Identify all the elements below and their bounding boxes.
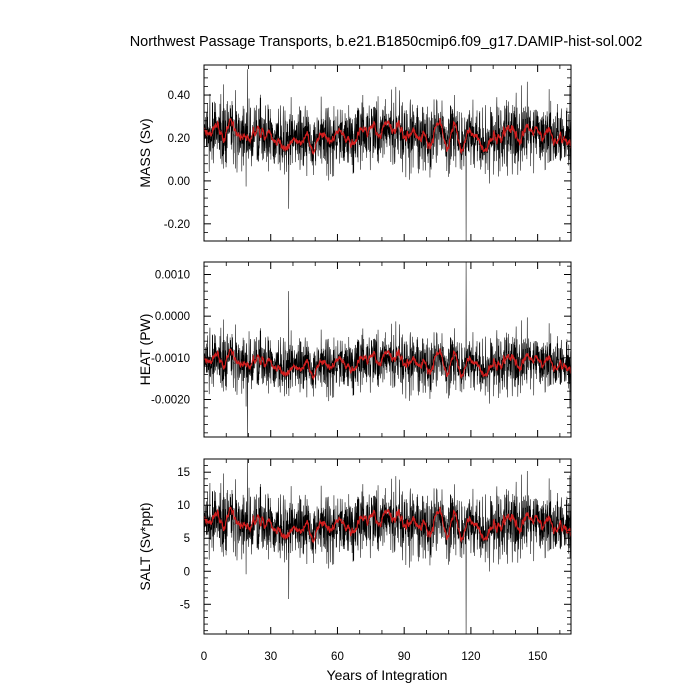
x-tick-label: 30 <box>264 651 277 663</box>
panel-frame <box>203 458 572 635</box>
y-tick-label: -0.0020 <box>151 395 190 407</box>
x-tick-labels: 0 30 60 90 120 150 <box>201 651 547 663</box>
monthly-series-line <box>204 459 571 634</box>
panels-group: -0.20 0.00 0.20 0.40 MASS (Sv) -0.0020 -0.0010… <box>137 64 572 635</box>
y-tick-label: -5 <box>180 599 190 611</box>
x-tick-label: 90 <box>398 651 411 663</box>
x-tick-label: 150 <box>528 651 547 663</box>
y-tick-label: 0.40 <box>168 90 190 102</box>
y-axis-label: MASS (Sv) <box>137 118 153 187</box>
smoothed-series-line <box>204 506 571 544</box>
panel-3: -5 0 5 10 15 SALT (Sv*ppt) <box>137 458 572 635</box>
panel-2: -0.0020 -0.0010 0.0000 0.0010 HEAT (PW) <box>137 261 572 438</box>
panel-1: -0.20 0.00 0.20 0.40 MASS (Sv) <box>137 64 572 242</box>
x-tick-label: 0 <box>201 651 207 663</box>
monthly-series-line <box>204 69 571 241</box>
x-tick-label: 60 <box>331 651 344 663</box>
y-tick-label: 0.00 <box>168 176 190 188</box>
x-axis-label: Years of Integration <box>327 667 448 683</box>
y-axis-label: HEAT (PW) <box>137 314 153 386</box>
y-tick-label: -0.0010 <box>151 353 190 365</box>
y-tick-label: 10 <box>177 500 190 512</box>
y-tick-label: 0.20 <box>168 133 190 145</box>
y-tick-label: 15 <box>177 467 190 479</box>
monthly-series-line <box>204 262 571 437</box>
y-tick-label: -0.20 <box>164 219 190 231</box>
y-tick-label: 0 <box>184 566 190 578</box>
panel-frame <box>203 64 572 242</box>
y-tick-label: 0.0000 <box>155 311 190 323</box>
x-tick-label: 120 <box>461 651 480 663</box>
y-axis-label: SALT (Sv*ppt) <box>137 502 153 590</box>
y-tick-label: 0.0010 <box>155 270 190 282</box>
smoothed-series-line <box>204 347 571 381</box>
chart-title: Northwest Passage Transports, b.e21.B185… <box>130 34 643 50</box>
y-tick-label: 5 <box>184 533 190 545</box>
smoothed-series-line <box>204 118 571 156</box>
